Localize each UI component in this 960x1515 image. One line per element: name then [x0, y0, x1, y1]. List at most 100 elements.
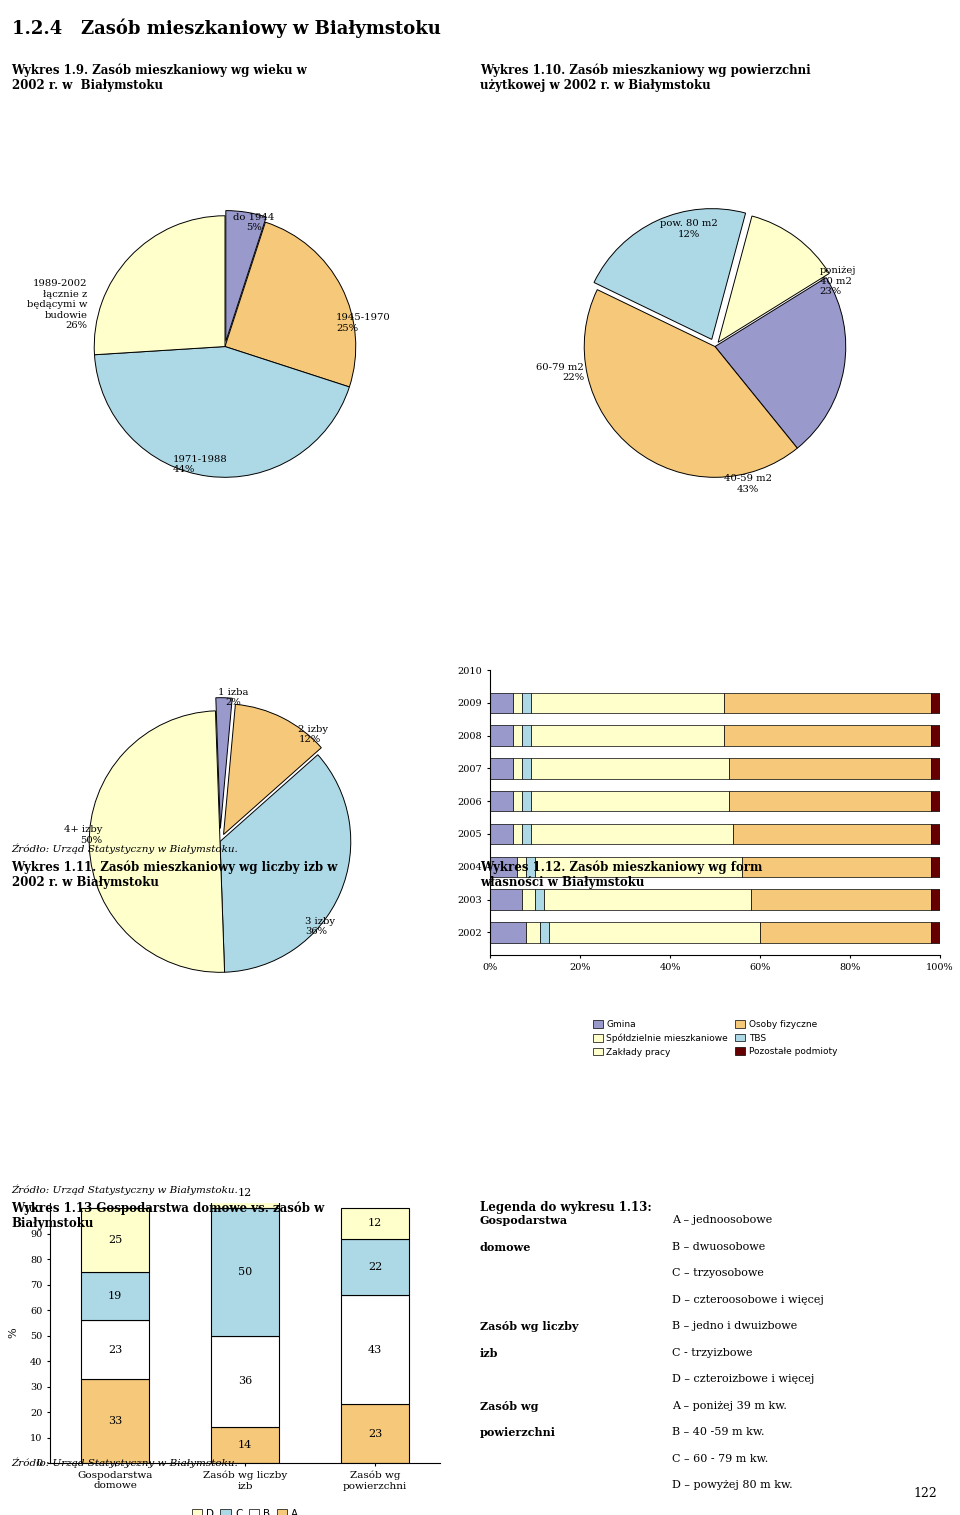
Wedge shape [94, 215, 225, 355]
Text: 2 izby
12%: 2 izby 12% [299, 724, 328, 744]
Text: 23: 23 [368, 1429, 382, 1439]
Bar [931, 889, 940, 909]
Text: Źródło: Urząd Statystyczny w Białymstoku.: Źródło: Urząd Statystyczny w Białymstoku… [12, 844, 238, 854]
Bar [490, 824, 513, 844]
Bar [82, 1207, 149, 1271]
Bar [211, 1207, 278, 1336]
Text: izb: izb [480, 1348, 498, 1359]
Bar [540, 923, 548, 942]
Text: 1989-2002
łącznie z
będącymi w
budowie
26%: 1989-2002 łącznie z będącymi w budowie 2… [27, 279, 87, 330]
Bar [490, 889, 521, 909]
Bar [490, 923, 526, 942]
Bar [535, 856, 742, 877]
Y-axis label: %: % [9, 1327, 18, 1338]
Bar [490, 692, 513, 714]
Wedge shape [225, 223, 356, 386]
Text: 50: 50 [238, 1267, 252, 1277]
Bar [724, 726, 931, 745]
Bar [535, 889, 544, 909]
Text: B – jedno i dwuizbowe: B – jedno i dwuizbowe [672, 1321, 797, 1332]
Bar [82, 1271, 149, 1320]
Bar [521, 889, 535, 909]
Bar [531, 791, 729, 812]
Bar [531, 824, 733, 844]
Bar [531, 692, 724, 714]
Text: do 1944
5%: do 1944 5% [233, 212, 275, 232]
Text: domowe: domowe [480, 1242, 532, 1253]
Text: 33: 33 [108, 1417, 122, 1426]
Text: 1 izba
2%: 1 izba 2% [218, 688, 249, 708]
Text: 122: 122 [913, 1486, 937, 1500]
Text: 19: 19 [108, 1291, 122, 1301]
Bar [517, 856, 526, 877]
Bar [513, 692, 521, 714]
Text: Zasób wg: Zasób wg [480, 1400, 539, 1412]
Text: Wykres 1.10. Zasób mieszkaniowy wg powierzchni
użytkowej w 2002 r. w Białymstoku: Wykres 1.10. Zasób mieszkaniowy wg powie… [480, 64, 811, 92]
Text: Wykres 1.13 Gospodarstwa domowe vs. zasób w
Białymstoku: Wykres 1.13 Gospodarstwa domowe vs. zasó… [12, 1201, 324, 1230]
Bar [341, 1404, 409, 1463]
Text: poniżej
40 m2
23%: poniżej 40 m2 23% [820, 267, 856, 295]
Text: 23: 23 [108, 1345, 122, 1354]
Bar [931, 824, 940, 844]
Wedge shape [89, 711, 225, 973]
Bar [82, 1320, 149, 1379]
Bar [931, 726, 940, 745]
Bar [521, 824, 531, 844]
Wedge shape [715, 277, 846, 448]
Text: 40-59 m2
43%: 40-59 m2 43% [724, 474, 772, 494]
Text: 43: 43 [368, 1345, 382, 1354]
Bar [751, 889, 931, 909]
Text: D – powyżej 80 m kw.: D – powyżej 80 m kw. [672, 1480, 793, 1491]
Text: C – trzyosobowe: C – trzyosobowe [672, 1268, 764, 1279]
Legend: Gmina, Spółdzielnie mieszkaniowe, Zakłady pracy, Osoby fizyczne, TBS, Pozostałe : Gmina, Spółdzielnie mieszkaniowe, Zakład… [589, 1017, 841, 1060]
Wedge shape [224, 704, 322, 835]
Text: 12: 12 [238, 1188, 252, 1198]
Bar [931, 758, 940, 779]
Bar [544, 889, 751, 909]
Text: powierzchni: powierzchni [480, 1427, 556, 1438]
Text: Wykres 1.9. Zasób mieszkaniowy wg wieku w
2002 r. w  Białymstoku: Wykres 1.9. Zasób mieszkaniowy wg wieku … [12, 64, 307, 92]
Bar [531, 758, 729, 779]
Wedge shape [226, 211, 266, 341]
Text: Wykres 1.12. Zasób mieszkaniowy wg form
własności w Białymstoku: Wykres 1.12. Zasób mieszkaniowy wg form … [480, 861, 762, 889]
Text: 14: 14 [238, 1441, 252, 1450]
Bar [729, 758, 931, 779]
Bar [729, 791, 931, 812]
Bar [742, 856, 931, 877]
Bar [724, 692, 931, 714]
Text: Wykres 1.11. Zasób mieszkaniowy wg liczby izb w
2002 r. w Białymstoku: Wykres 1.11. Zasób mieszkaniowy wg liczb… [12, 861, 338, 889]
Bar [931, 923, 940, 942]
Bar [341, 1239, 409, 1295]
Wedge shape [220, 754, 350, 973]
Text: A – jednoosobowe: A – jednoosobowe [672, 1215, 772, 1226]
Text: 22: 22 [368, 1262, 382, 1271]
Bar [490, 791, 513, 812]
Text: Źródło: Urząd Statystyczny w Białymstoku.: Źródło: Urząd Statystyczny w Białymstoku… [12, 1457, 238, 1468]
Bar [513, 791, 521, 812]
Bar [341, 1295, 409, 1404]
Bar [760, 923, 931, 942]
Text: Zasób wg liczby: Zasób wg liczby [480, 1321, 579, 1332]
Text: 36: 36 [238, 1377, 252, 1386]
Bar [211, 1177, 278, 1207]
Text: 25: 25 [108, 1235, 122, 1245]
Text: Gospodarstwa: Gospodarstwa [480, 1215, 568, 1226]
Bar [490, 856, 517, 877]
Bar [211, 1336, 278, 1427]
Text: 4+ izby
50%: 4+ izby 50% [64, 826, 103, 845]
Text: 12: 12 [368, 1218, 382, 1229]
Bar [211, 1427, 278, 1463]
Text: 1945-1970
25%: 1945-1970 25% [336, 314, 391, 333]
Bar [531, 726, 724, 745]
Text: pow. 80 m2
12%: pow. 80 m2 12% [660, 220, 718, 238]
Text: D – czteroizbowe i więcej: D – czteroizbowe i więcej [672, 1374, 814, 1385]
Text: Legenda do wykresu 1.13:: Legenda do wykresu 1.13: [480, 1201, 652, 1215]
Bar [513, 726, 521, 745]
Bar [521, 791, 531, 812]
Text: 1971-1988
44%: 1971-1988 44% [173, 454, 228, 474]
Text: C - trzyizbowe: C - trzyizbowe [672, 1348, 753, 1357]
Wedge shape [585, 289, 798, 477]
Text: Źródło: Urząd Statystyczny w Białymstoku.: Źródło: Urząd Statystyczny w Białymstoku… [12, 1185, 238, 1195]
Text: C – 60 - 79 m kw.: C – 60 - 79 m kw. [672, 1454, 768, 1463]
Bar [341, 1207, 409, 1239]
